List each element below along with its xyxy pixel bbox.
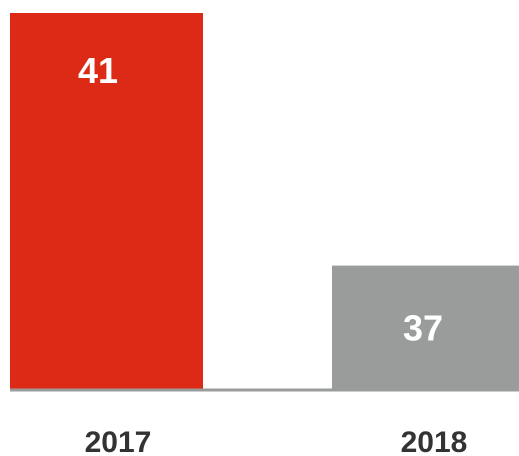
bar-2018 bbox=[332, 265, 519, 390]
category-label-2017: 2017 bbox=[85, 426, 152, 456]
bar-2017 bbox=[10, 13, 203, 390]
data-label-2017: 41 bbox=[78, 50, 118, 91]
labels-layer: 41 2017 37 2018 bbox=[78, 50, 467, 456]
data-label-2018: 37 bbox=[403, 308, 443, 349]
category-label-2018: 2018 bbox=[401, 426, 468, 456]
bars-layer bbox=[10, 13, 519, 390]
